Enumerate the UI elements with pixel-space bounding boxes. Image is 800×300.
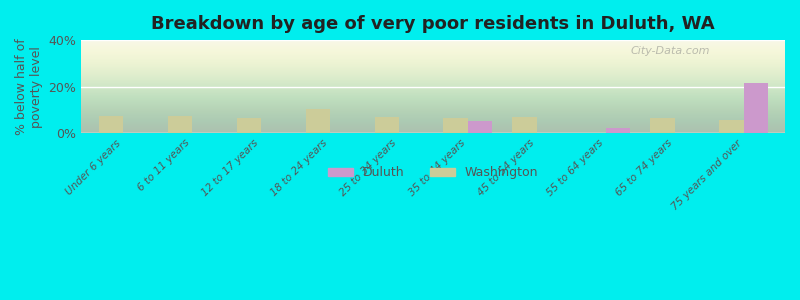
Bar [719, 120, 744, 133]
Bar [513, 117, 537, 133]
Bar [306, 109, 330, 133]
Bar [98, 116, 122, 133]
Y-axis label: % below half of
poverty level: % below half of poverty level [15, 38, 43, 135]
Bar [744, 83, 768, 133]
Bar [306, 109, 330, 133]
Bar [167, 116, 192, 133]
Bar [513, 117, 537, 133]
Bar [468, 121, 492, 133]
Title: Breakdown by age of very poor residents in Duluth, WA: Breakdown by age of very poor residents … [151, 15, 715, 33]
Bar [237, 118, 261, 133]
Bar [374, 117, 398, 133]
Bar [606, 128, 630, 133]
Bar [744, 83, 768, 133]
Bar [167, 116, 192, 133]
Bar [468, 121, 492, 133]
Legend: Duluth, Washington: Duluth, Washington [323, 161, 543, 184]
Text: City-Data.com: City-Data.com [630, 46, 710, 56]
Bar [443, 118, 468, 133]
Bar [606, 128, 630, 133]
Bar [237, 118, 261, 133]
Bar [374, 117, 398, 133]
Bar [650, 118, 674, 133]
Bar [650, 118, 674, 133]
Bar [98, 116, 122, 133]
Bar [443, 118, 468, 133]
Bar [719, 120, 744, 133]
